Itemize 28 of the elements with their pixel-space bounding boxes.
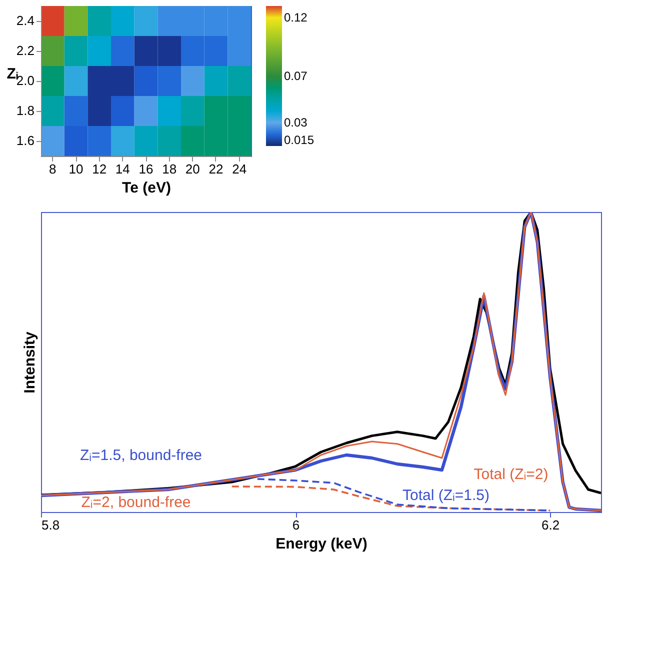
x-tick-label: 6.2 bbox=[542, 518, 560, 532]
annotation: Total (Zᵢ=2) bbox=[474, 466, 548, 483]
annotation: Zᵢ=1.5, bound-free bbox=[80, 447, 202, 464]
y-tick-label: 2.4 bbox=[16, 13, 34, 28]
x-tick-label: 16 bbox=[138, 162, 154, 176]
x-tick-label: 6 bbox=[292, 518, 300, 532]
color-bar-label: 0.03 bbox=[284, 116, 308, 130]
x-tick-label: 5.8 bbox=[42, 518, 60, 532]
x-tick-label: 18 bbox=[162, 162, 177, 176]
y-axis-title: Intensity bbox=[22, 331, 38, 394]
x-axis-title: Energy (keV) bbox=[276, 536, 368, 552]
x-tick-label: 8 bbox=[49, 162, 56, 176]
x-axis-title: Te (eV) bbox=[122, 180, 171, 196]
annotation: Zᵢ=2, bound-free bbox=[81, 494, 191, 511]
y-tick-label: 1.6 bbox=[16, 133, 34, 148]
y-tick-label: 1.8 bbox=[16, 103, 34, 118]
color-bar-label: 0.12 bbox=[284, 10, 308, 25]
x-tick-label: 14 bbox=[115, 162, 130, 176]
y-tick-label: 2.2 bbox=[16, 43, 34, 58]
x-tick-label: 12 bbox=[92, 162, 107, 176]
x-tick-label: 22 bbox=[208, 162, 224, 176]
x-tick-label: 24 bbox=[232, 162, 247, 176]
color-bar-label: 0.015 bbox=[284, 133, 314, 148]
x-tick-label: 10 bbox=[68, 162, 84, 176]
color-bar-label: 0.07 bbox=[284, 69, 308, 83]
x-tick-label: 20 bbox=[185, 162, 200, 176]
annotation: Total (Zᵢ=1.5) bbox=[402, 487, 490, 504]
y-axis-title: Zᵢ bbox=[6, 66, 18, 82]
